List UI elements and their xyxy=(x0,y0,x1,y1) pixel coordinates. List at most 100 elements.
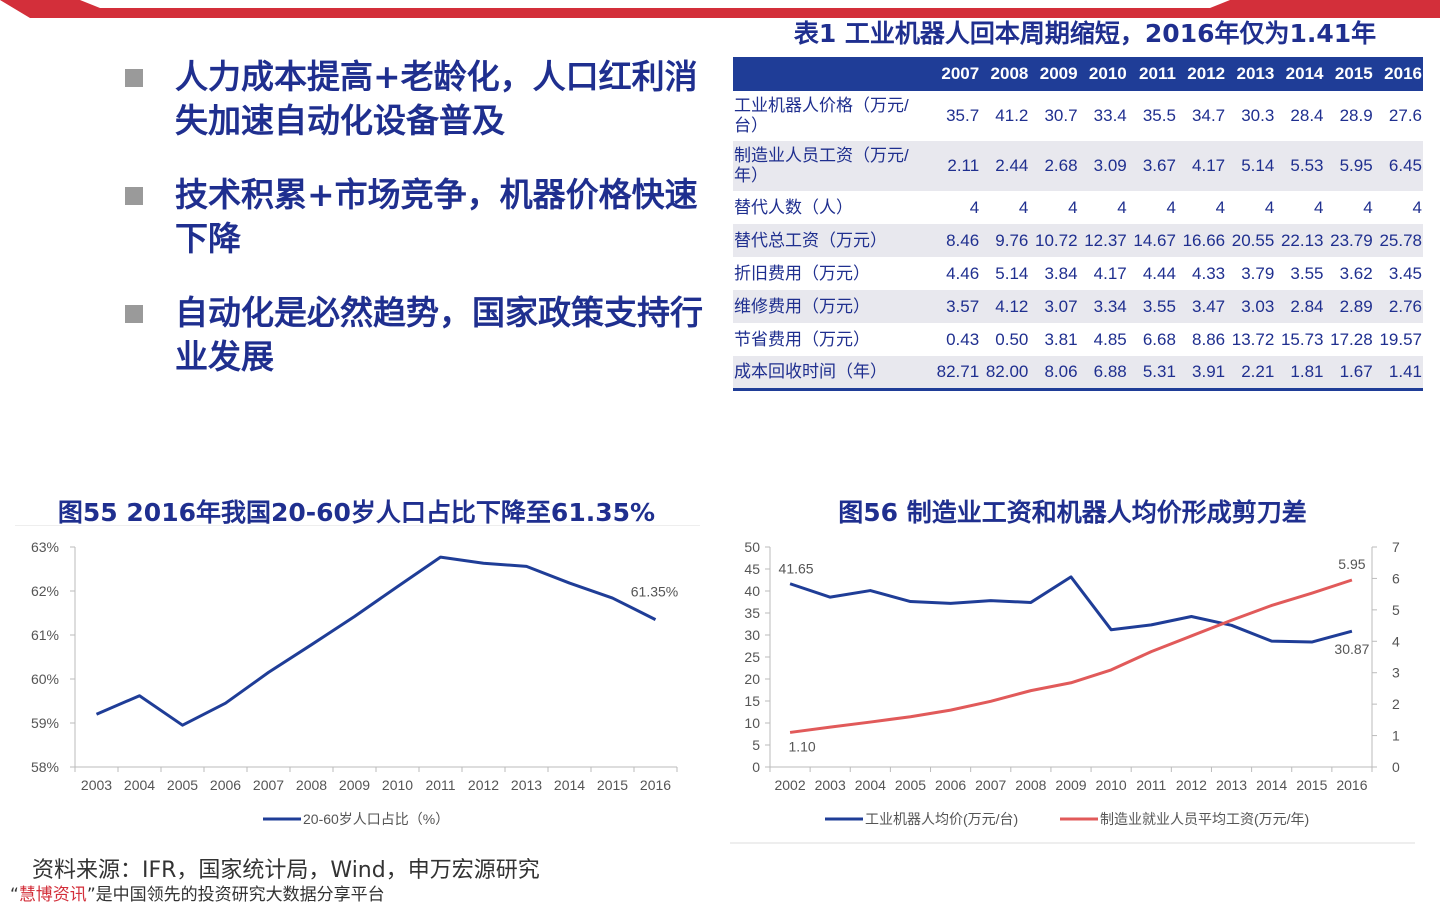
table-cell: 3.47 xyxy=(1176,290,1227,323)
table-corner-cell xyxy=(733,57,931,91)
table-cell: 3.09 xyxy=(1078,141,1128,191)
y-left-tick-label: 50 xyxy=(744,539,760,555)
table-cell: 4 xyxy=(1068,197,1078,217)
chart56-title: 图56 制造业工资和机器人均价形成剪刀差 xyxy=(838,498,1307,527)
table-cell: 13.72 xyxy=(1231,329,1275,349)
row-label: 制造业人员工资（万元/年） xyxy=(733,141,931,191)
footer-note: “慧博资讯”是中国领先的投资研究大数据分享平台 xyxy=(10,880,385,905)
legend-label-robot: 工业机器人均价(万元/台) xyxy=(865,811,1018,827)
footer-brand: 慧博资讯 xyxy=(18,885,87,905)
x-tick-label: 2005 xyxy=(167,777,198,793)
table-cell: 35.5 xyxy=(1142,106,1176,125)
row-label: 维修费用（万元） xyxy=(733,290,931,323)
table-cell: 30.7 xyxy=(1044,106,1078,125)
table-cell: 5.31 xyxy=(1127,356,1177,391)
table-cell: 2.44 xyxy=(980,141,1030,191)
population-ratio-chart: 58% 59% 60% 61% 62% 63% 2003 2004 2005 2006 2007 20… xyxy=(15,525,700,827)
table-cell: 4 xyxy=(969,197,980,217)
table-cell: 5.95 xyxy=(1324,141,1374,191)
table-cell: 8.46 xyxy=(931,224,981,257)
x-tick-label: 2007 xyxy=(975,777,1006,793)
table-cell: 33.4 xyxy=(1093,106,1127,125)
y-left-tick-label: 20 xyxy=(744,671,760,687)
y-left-tick-label: 10 xyxy=(744,715,760,731)
row-label: 替代总工资（万元） xyxy=(733,224,931,257)
table-header-row: 2007 2008 2009 2010 2011 2012 2013 2014 … xyxy=(733,57,1423,91)
table-row: 节省费用（万元） 0.43 0.50 3.81 4.85 6.68 8.86 13.72 15.… xyxy=(733,323,1423,356)
table-cell: 20.55 xyxy=(1226,224,1276,257)
table-cell: 3.79 xyxy=(1241,263,1275,283)
y-tick-label: 62% xyxy=(31,583,59,599)
year-header: 2013 xyxy=(1226,57,1276,91)
table-cell: 17.28 xyxy=(1330,329,1373,349)
table-cell: 4 xyxy=(1166,197,1176,217)
y-right-tick-label: 3 xyxy=(1392,665,1400,681)
x-tick-label: 2010 xyxy=(1096,777,1127,793)
year-header: 2009 xyxy=(1029,57,1079,91)
table-cell: 4.17 xyxy=(1093,263,1127,283)
bullet-list: 人力成本提高+老龄化，人口红利消失加速自动化设备普及 技术积累+市场竞争，机器价… xyxy=(120,55,720,409)
table-cell: 4.46 xyxy=(946,263,980,283)
table-row: 替代总工资（万元） 8.46 9.76 10.72 12.37 14.67 16.66 20.… xyxy=(733,224,1423,257)
bullet-square-icon xyxy=(125,305,143,323)
table-cell: 34.7 xyxy=(1192,106,1226,125)
table-row: 制造业人员工资（万元/年） 2.11 2.44 2.68 3.09 3.67 4.17 5.1… xyxy=(733,141,1423,191)
footer-text: 是中国领先的投资研究大数据分享平台 xyxy=(95,885,385,905)
x-tick-label: 2008 xyxy=(1015,777,1046,793)
bullet-text: 人力成本提高+老龄化，人口红利消失加速自动化设备普及 xyxy=(175,57,698,140)
y-tick-label: 61% xyxy=(31,627,59,643)
row-label: 替代人数（人） xyxy=(734,197,853,217)
table-cell: 10.72 xyxy=(1029,224,1079,257)
legend-label-wage: 制造业就业人员平均工资(万元/年) xyxy=(1100,811,1309,827)
table-cell: 5.53 xyxy=(1275,141,1325,191)
y-tick-label: 60% xyxy=(31,671,59,687)
data-label-robot-first: 41.65 xyxy=(779,561,814,577)
table-cell: 3.34 xyxy=(1078,290,1128,323)
year-header: 2007 xyxy=(931,57,981,91)
table-cell: 4 xyxy=(1215,197,1226,217)
x-tick-label: 2016 xyxy=(1336,777,1367,793)
table-cell: 5.14 xyxy=(995,263,1029,283)
footer-quote-close: ” xyxy=(86,885,96,905)
y-right-tick-label: 5 xyxy=(1392,602,1400,618)
table-cell: 2.76 xyxy=(1373,290,1423,323)
robot-price-line xyxy=(789,575,1353,644)
y-left-tick-label: 0 xyxy=(752,759,760,775)
y-left-tick-label: 15 xyxy=(744,693,760,709)
table-row: 折旧费用（万元） 4.46 5.14 3.84 4.17 4.44 4.33 3.79 3.55… xyxy=(733,257,1423,290)
table-cell: 4.85 xyxy=(1093,329,1127,349)
row-label: 折旧费用（万元） xyxy=(734,263,870,283)
x-tick-label: 2004 xyxy=(855,777,886,793)
table-cell: 4 xyxy=(1363,197,1373,217)
table-cell: 1.41 xyxy=(1373,356,1423,391)
table-cell: 8.86 xyxy=(1192,329,1226,349)
y-left-tick-label: 5 xyxy=(752,737,760,753)
table-cell: 4.33 xyxy=(1192,263,1226,283)
y-left-tick-label: 25 xyxy=(744,649,760,665)
year-header: 2008 xyxy=(980,57,1030,91)
table-cell: 6.88 xyxy=(1078,356,1128,391)
bullet-text: 自动化是必然趋势，国家政策支持行业发展 xyxy=(175,293,703,376)
table-cell: 5.14 xyxy=(1226,141,1276,191)
table-cell: 35.7 xyxy=(946,106,980,125)
table-cell: 1.67 xyxy=(1324,356,1374,391)
x-tick-label: 2015 xyxy=(597,777,628,793)
table-row: 替代人数（人） 4 4 4 4 4 4 4 4 4 4 xyxy=(733,191,1423,224)
row-label: 节省费用（万元） xyxy=(734,329,870,349)
table-cell: 4 xyxy=(1117,197,1127,217)
x-tick-label: 2006 xyxy=(210,777,241,793)
table-cell: 8.06 xyxy=(1029,356,1079,391)
source-note: 资料来源：IFR，国家统计局，Wind，申万宏源研究 xyxy=(32,858,540,883)
table-cell: 4.12 xyxy=(980,290,1030,323)
x-tick-label: 2012 xyxy=(468,777,499,793)
table-cell: 2.89 xyxy=(1324,290,1374,323)
x-tick-label: 2012 xyxy=(1176,777,1207,793)
x-tick-label: 2005 xyxy=(895,777,926,793)
bullet-square-icon xyxy=(125,187,143,205)
data-label-robot-last: 30.87 xyxy=(1334,641,1369,657)
year-header: 2012 xyxy=(1176,57,1227,91)
y-right-tick-label: 7 xyxy=(1392,539,1400,555)
table-row: 成本回收时间（年） 82.71 82.00 8.06 6.88 5.31 3.91 2.21 1… xyxy=(733,356,1423,391)
table-cell: 28.4 xyxy=(1290,106,1324,125)
y-left-tick-label: 35 xyxy=(744,605,760,621)
